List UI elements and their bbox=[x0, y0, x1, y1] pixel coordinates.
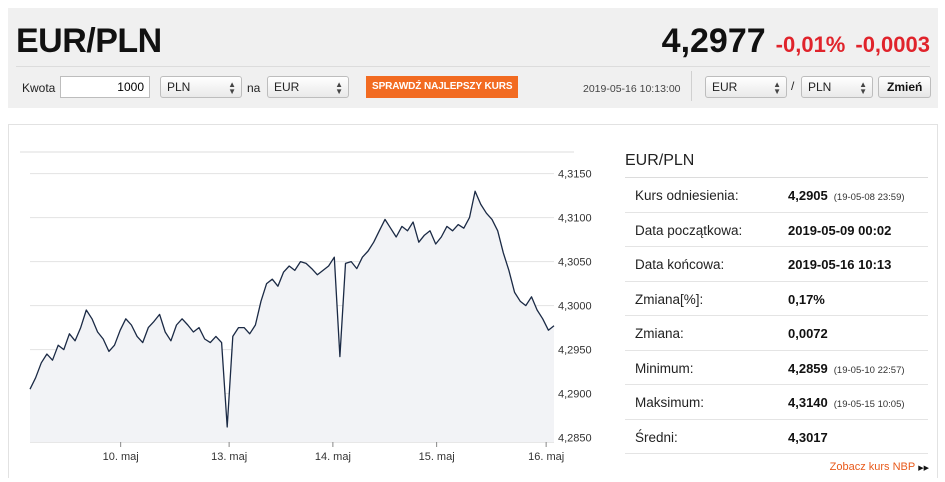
y-tick-label: 4,2950 bbox=[558, 345, 592, 357]
quote-header: EUR/PLN 4,2977 -0,01% -0,0003 Kwota PLN … bbox=[8, 8, 938, 108]
stat-label: Kurs odniesienia: bbox=[635, 188, 739, 203]
stat-value: 4,2859 (19-05-10 22:57) bbox=[788, 361, 905, 376]
from-currency-value: PLN bbox=[167, 80, 191, 94]
stat-value: 4,3017 bbox=[788, 430, 828, 445]
quote-timestamp: 2019-05-16 10:13:00 bbox=[583, 83, 681, 95]
y-tick-label: 4,3100 bbox=[558, 213, 592, 225]
base-currency-select[interactable]: EUR ▲ ▼ bbox=[705, 76, 787, 98]
converter-toolbar: Kwota PLN ▲▼ na EUR ▲▼ SPRAWDŹ NAJLEPSZY… bbox=[8, 71, 938, 101]
stat-value-text: 2019-05-09 00:02 bbox=[788, 222, 892, 238]
check-best-rate-button[interactable]: SPRAWDŹ NAJLEPSZY KURS bbox=[366, 76, 519, 98]
stat-timestamp: (19-05-08 23:59) bbox=[833, 192, 905, 203]
current-rate: 4,2977 bbox=[661, 22, 766, 60]
stat-label: Średni: bbox=[635, 429, 678, 445]
to-currency-select[interactable]: EUR ▲ ▼ bbox=[267, 76, 349, 98]
change-pair-button[interactable]: Zmień bbox=[878, 76, 932, 98]
stat-value-text: 4,2859 bbox=[788, 360, 828, 376]
stat-value: 4,2905 (19-05-08 23:59) bbox=[788, 188, 905, 203]
stat-value-text: 0,17% bbox=[788, 291, 825, 307]
stat-label: Zmiana[%]: bbox=[635, 291, 704, 307]
x-tick-label: 16. maj bbox=[528, 451, 564, 463]
stat-label: Data końcowa: bbox=[635, 257, 725, 272]
stat-value-text: 2019-05-16 10:13 bbox=[788, 257, 892, 272]
y-tick-label: 4,3150 bbox=[558, 169, 592, 181]
series-line bbox=[29, 190, 555, 428]
amount-label: Kwota bbox=[22, 81, 56, 95]
double-arrow-icon: ▶▶ bbox=[918, 465, 929, 472]
from-currency-select[interactable]: PLN ▲ ▼ bbox=[160, 76, 242, 98]
y-tick-label: 4,2850 bbox=[558, 433, 592, 445]
base-currency-value: EUR bbox=[712, 80, 738, 94]
stat-value: 4,3140 (19-05-15 10:05) bbox=[788, 395, 905, 410]
series-area bbox=[30, 191, 554, 442]
stat-value-text: 4,3140 bbox=[788, 395, 828, 410]
pair-title: EUR/PLN bbox=[16, 22, 162, 60]
y-tick-label: 4,2900 bbox=[558, 389, 592, 401]
price-chart-svg: 4,2850 4,2900 4,2950 4,3000 4,3050 4,3100 4,31… bbox=[20, 151, 592, 463]
toolbar-divider bbox=[691, 71, 692, 101]
x-tick-label: 10. maj bbox=[103, 451, 139, 463]
stat-row: Kurs odniesienia: 4,2905 (19-05-08 23:59) bbox=[625, 178, 928, 213]
pair-separator: / bbox=[791, 79, 795, 93]
stat-value: 2019-05-09 00:02 bbox=[788, 223, 891, 238]
select-arrows-icon: ▲ ▼ bbox=[228, 80, 236, 96]
x-tick-label: 14. maj bbox=[315, 451, 351, 463]
stat-value: 2019-05-16 10:13 bbox=[788, 257, 891, 272]
stat-label: Zmiana: bbox=[635, 326, 684, 341]
nbp-rate-link[interactable]: Zobacz kurs NBP ▶▶ bbox=[830, 461, 929, 473]
amount-input[interactable] bbox=[60, 76, 150, 98]
quote-currency-value: PLN bbox=[808, 80, 832, 94]
stat-timestamp: (19-05-15 10:05) bbox=[833, 399, 905, 410]
select-arrows-icon: ▲ ▼ bbox=[335, 80, 343, 96]
stat-row: Maksimum: 4,3140 (19-05-15 10:05) bbox=[625, 385, 928, 420]
stat-label: Maksimum: bbox=[635, 395, 705, 410]
stat-value: 0,17% bbox=[788, 292, 825, 307]
change-percent: -0,01% bbox=[775, 32, 846, 57]
stats-rows: Kurs odniesienia: 4,2905 (19-05-08 23:59) D… bbox=[625, 178, 928, 454]
stat-row: Zmiana[%]: 0,17% bbox=[625, 282, 928, 316]
stat-row: Minimum: 4,2859 (19-05-10 22:57) bbox=[625, 351, 928, 385]
rate-summary: 4,2977 -0,01% -0,0003 bbox=[662, 22, 930, 61]
content-panel bbox=[8, 124, 938, 478]
x-tick-label: 13. maj bbox=[211, 451, 247, 463]
stat-value-text: 4,3017 bbox=[788, 429, 828, 445]
stats-table: EUR/PLN Kurs odniesienia: 4,2905 (19-05-08… bbox=[625, 148, 928, 454]
select-arrows-icon: ▲ ▼ bbox=[859, 80, 867, 96]
nbp-link-label: Zobacz kurs NBP bbox=[829, 461, 916, 473]
stat-row: Średni: 4,3017 bbox=[625, 420, 928, 454]
stat-value: 0,0072 bbox=[788, 326, 828, 341]
stat-value-text: 0,0072 bbox=[788, 326, 828, 341]
stats-title: EUR/PLN bbox=[625, 148, 928, 178]
stat-label: Minimum: bbox=[635, 360, 694, 376]
stat-row: Zmiana: 0,0072 bbox=[625, 316, 928, 351]
stat-row: Data końcowa: 2019-05-16 10:13 bbox=[625, 247, 928, 282]
stat-value-text: 4,2905 bbox=[788, 188, 828, 203]
to-label: na bbox=[247, 81, 261, 95]
header-divider bbox=[16, 66, 930, 67]
x-tick-label: 15. maj bbox=[419, 451, 455, 463]
y-tick-label: 4,3050 bbox=[558, 257, 592, 269]
change-absolute: -0,0003 bbox=[855, 32, 930, 57]
price-chart: 4,2850 4,2900 4,2950 4,3000 4,3050 4,3100 4,31… bbox=[20, 148, 600, 468]
stat-row: Data początkowa: 2019-05-09 00:02 bbox=[625, 213, 928, 247]
to-currency-value: EUR bbox=[274, 80, 300, 94]
stat-timestamp: (19-05-10 22:57) bbox=[833, 364, 905, 376]
select-arrows-icon: ▲ ▼ bbox=[773, 80, 781, 96]
y-tick-label: 4,3000 bbox=[558, 301, 592, 313]
stat-label: Data początkowa: bbox=[635, 222, 743, 238]
quote-currency-select[interactable]: PLN ▲ ▼ bbox=[801, 76, 873, 98]
